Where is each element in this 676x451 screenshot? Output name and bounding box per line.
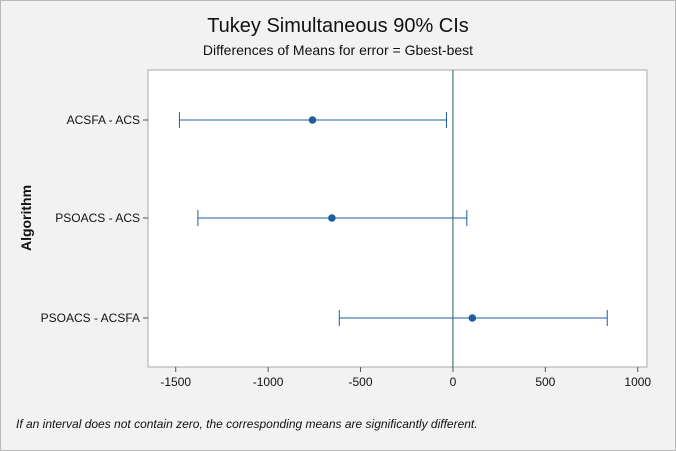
estimate-point	[308, 116, 317, 124]
category-label: PSOACS - ACS	[55, 211, 140, 225]
x-tick-label: -1500	[160, 375, 191, 389]
footnote: If an interval does not contain zero, th…	[16, 417, 478, 431]
estimate-point	[468, 314, 477, 322]
category-label: PSOACS - ACSFA	[41, 311, 140, 325]
x-tick-label: -500	[349, 375, 373, 389]
estimate-point	[328, 214, 336, 222]
x-tick-label: 1000	[624, 375, 651, 389]
chart-title: Tukey Simultaneous 90% CIs	[207, 15, 469, 37]
x-tick-label: -1000	[253, 375, 284, 389]
y-axis-label: Algorithm	[18, 185, 34, 251]
category-label: ACSFA - ACS	[67, 113, 140, 127]
chart-subtitle: Differences of Means for error = Gbest-b…	[202, 42, 474, 58]
x-tick-label: 0	[450, 375, 457, 389]
x-tick-label: 500	[535, 375, 555, 389]
